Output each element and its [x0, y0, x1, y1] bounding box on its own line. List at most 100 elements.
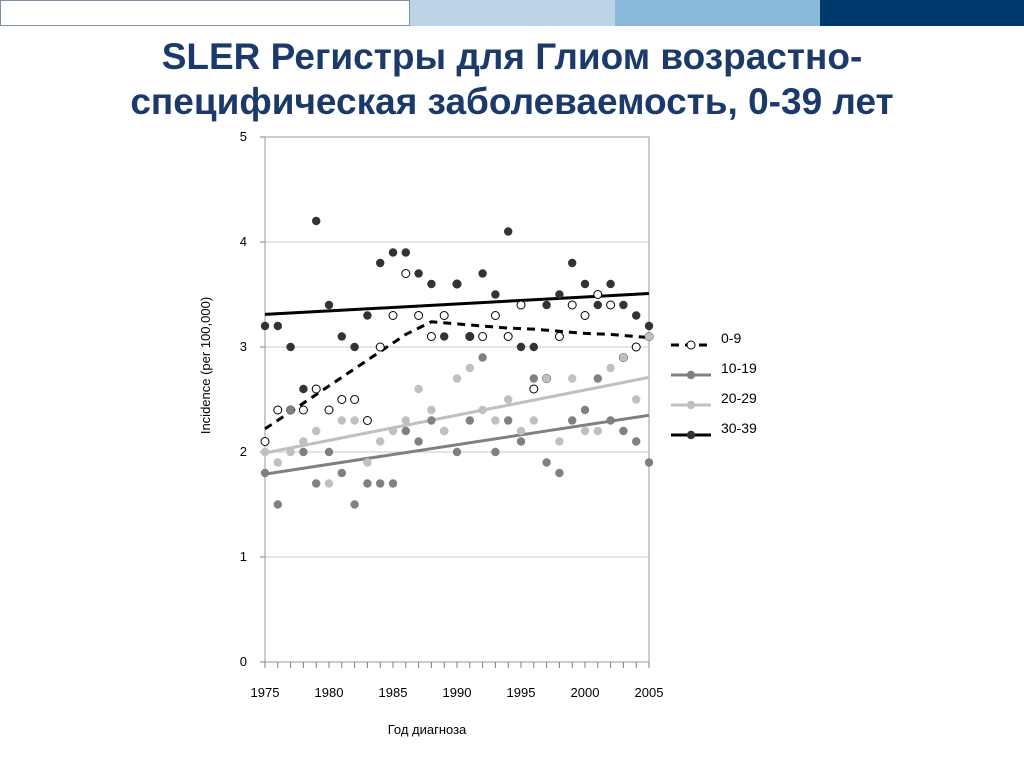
legend-marker-20-29 [686, 400, 696, 410]
data-point-0-9 [580, 311, 590, 320]
data-point-0-9 [350, 395, 360, 404]
data-point-10-19 [312, 479, 321, 488]
trend-layer [264, 292, 650, 476]
data-point-30-39 [555, 290, 564, 299]
data-point-10-19 [555, 468, 564, 478]
trend-line-20-29 [264, 375, 650, 455]
data-point-20-29 [516, 426, 526, 436]
data-point-10-19 [580, 405, 590, 415]
data-point-20-29 [504, 395, 513, 404]
legend-label-20-29: 20-29 [721, 390, 757, 406]
data-point-20-29 [580, 426, 590, 436]
data-point-20-29 [440, 426, 449, 436]
data-point-20-29 [427, 405, 436, 415]
data-point-0-9 [503, 332, 513, 341]
data-point-10-19 [619, 426, 628, 436]
legend-label-0-9: 0-9 [721, 330, 741, 346]
data-point-10-19 [632, 437, 641, 446]
data-point-0-9 [554, 332, 564, 341]
data-point-10-19 [273, 500, 282, 509]
data-point-10-19 [401, 426, 410, 436]
data-point-30-39 [644, 321, 654, 331]
data-point-10-19 [337, 468, 346, 478]
data-point-30-39 [337, 332, 346, 341]
y-tick-label: 1 [240, 549, 247, 564]
data-point-20-29 [286, 447, 295, 457]
x-tick-label: 1990 [443, 685, 472, 700]
point-layer [260, 216, 654, 509]
data-point-20-29 [452, 374, 462, 383]
data-point-30-39 [568, 258, 577, 268]
data-point-10-19 [388, 479, 398, 488]
data-point-10-19 [606, 416, 615, 425]
data-point-30-39 [440, 332, 449, 341]
data-point-30-39 [324, 300, 334, 310]
data-point-30-39 [260, 321, 270, 331]
data-point-20-29 [376, 437, 385, 446]
data-point-20-29 [644, 332, 654, 341]
data-point-30-39 [478, 269, 487, 278]
data-point-20-29 [401, 416, 410, 425]
x-tick-label: 1995 [507, 685, 536, 700]
x-tick-label: 2000 [571, 685, 600, 700]
data-point-30-39 [273, 321, 282, 331]
data-point-30-39 [299, 384, 308, 394]
legend-marker-0-9 [686, 340, 696, 350]
data-point-10-19 [376, 479, 385, 488]
data-point-30-39 [465, 332, 474, 341]
data-point-0-9 [311, 384, 321, 394]
data-point-20-29 [593, 426, 602, 436]
data-point-10-19 [350, 500, 359, 509]
data-point-10-19 [324, 447, 334, 457]
data-point-20-29 [465, 363, 474, 373]
legend: 0-9 10-19 20-29 30-39 [671, 330, 757, 440]
data-point-0-9 [593, 290, 603, 299]
data-point-0-9 [426, 332, 436, 341]
data-point-10-19 [504, 416, 513, 425]
data-point-10-19 [260, 468, 270, 478]
data-point-30-39 [376, 258, 385, 268]
data-point-10-19 [452, 447, 462, 457]
data-point-0-9 [388, 311, 398, 320]
data-point-20-29 [299, 437, 308, 446]
data-point-0-9 [375, 342, 385, 352]
top-bar-segment-light-blue [410, 0, 615, 26]
legend-label-30-39: 30-39 [721, 420, 757, 436]
data-point-30-39 [363, 311, 372, 320]
legend-marker-30-39 [686, 430, 696, 440]
y-tick-label: 4 [240, 234, 247, 249]
data-point-20-29 [337, 416, 346, 425]
data-point-30-39 [580, 279, 590, 289]
data-point-0-9 [337, 395, 347, 404]
data-point-30-39 [286, 342, 295, 352]
grid-layer [265, 136, 649, 558]
data-point-0-9 [529, 384, 539, 394]
data-point-20-29 [491, 416, 500, 425]
data-point-30-39 [452, 279, 462, 289]
data-point-30-39 [529, 342, 538, 352]
data-point-30-39 [388, 248, 398, 257]
data-point-20-29 [478, 405, 487, 415]
data-point-0-9 [362, 416, 372, 425]
data-point-30-39 [312, 216, 321, 226]
data-point-20-29 [542, 374, 551, 383]
data-point-30-39 [542, 300, 551, 310]
axis-layer: 0 1 2 3 4 5 1975 1980 1985 1990 1995 2000 2005 [240, 129, 664, 700]
data-point-0-9 [298, 405, 308, 415]
data-point-20-29 [312, 426, 321, 436]
top-bar-segment-dark-blue [820, 0, 1024, 26]
data-point-0-9 [490, 311, 500, 320]
data-point-10-19 [516, 437, 526, 446]
data-point-0-9 [606, 300, 616, 310]
trend-line-30-39 [264, 292, 650, 316]
data-point-10-19 [427, 416, 436, 425]
data-point-20-29 [619, 353, 628, 362]
y-tick-label: 2 [240, 444, 247, 459]
trend-line-10-19 [264, 413, 650, 476]
trend-line-0-9 [264, 320, 650, 431]
data-point-30-39 [606, 279, 615, 289]
data-point-20-29 [260, 447, 270, 457]
y-tick-label: 3 [240, 339, 247, 354]
data-point-30-39 [401, 248, 410, 257]
